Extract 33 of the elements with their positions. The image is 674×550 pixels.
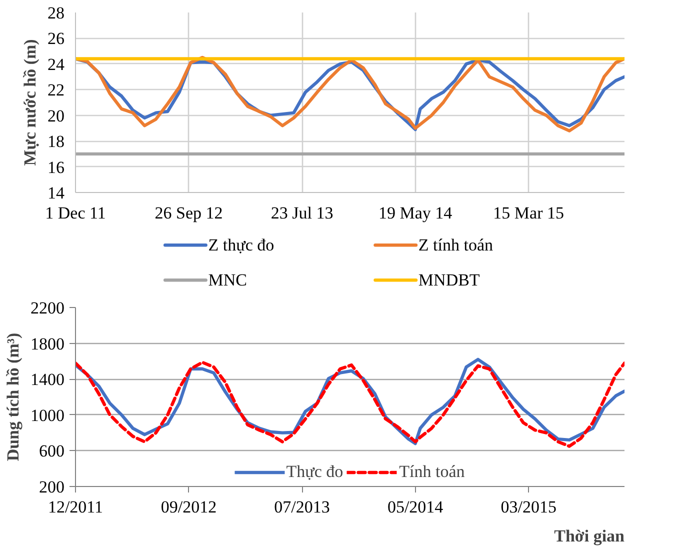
y-tick-label: 26 [48, 29, 64, 48]
legend-label: MNDBT [418, 270, 480, 290]
y-tick-label: 2200 [30, 298, 64, 318]
y-axis-title: Dung tích hồ (m³) [4, 332, 22, 462]
y-tick-label: 1000 [30, 406, 64, 425]
y-tick-label: 200 [39, 478, 64, 496]
y-tick-label: 600 [39, 442, 64, 461]
y-tick-label: 28 [48, 4, 64, 22]
x-tick-label: 07/2013 [274, 498, 330, 516]
x-tick-label: 15 Mar 15 [493, 204, 564, 222]
y-tick-label: 24 [48, 54, 65, 74]
y-tick-label: 1800 [30, 334, 64, 354]
y-tick-label: 1400 [30, 370, 64, 390]
x-tick-label: 23 Jul 13 [270, 204, 334, 222]
x-tick-label: 19 May 14 [378, 204, 453, 222]
y-tick-label: 18 [48, 132, 64, 152]
legend-label: MNC [208, 270, 248, 290]
legend-label: Thực đo [286, 462, 344, 482]
y-tick-label: 16 [48, 158, 64, 177]
x-tick-label: 09/2012 [160, 498, 217, 516]
x-tick-label: 26 Sep 12 [154, 204, 223, 222]
y-tick-label: 22 [48, 80, 64, 100]
legend-label: Tính toán [399, 462, 465, 482]
y-tick-label: 14 [48, 184, 65, 202]
x-tick-label: 05/2014 [387, 498, 444, 516]
y-axis-title: Mực nước hồ (m) [20, 39, 40, 166]
legend-label: Z tính toán [418, 236, 494, 255]
x-tick-label: 12/2011 [48, 498, 104, 516]
y-tick-label: 20 [48, 106, 64, 126]
x-axis-title: Thời gian [554, 526, 626, 546]
x-tick-label: 1 Dec 11 [45, 204, 106, 222]
legend-label: Z thực đo [208, 236, 274, 255]
x-tick-label: 03/2015 [500, 498, 556, 516]
